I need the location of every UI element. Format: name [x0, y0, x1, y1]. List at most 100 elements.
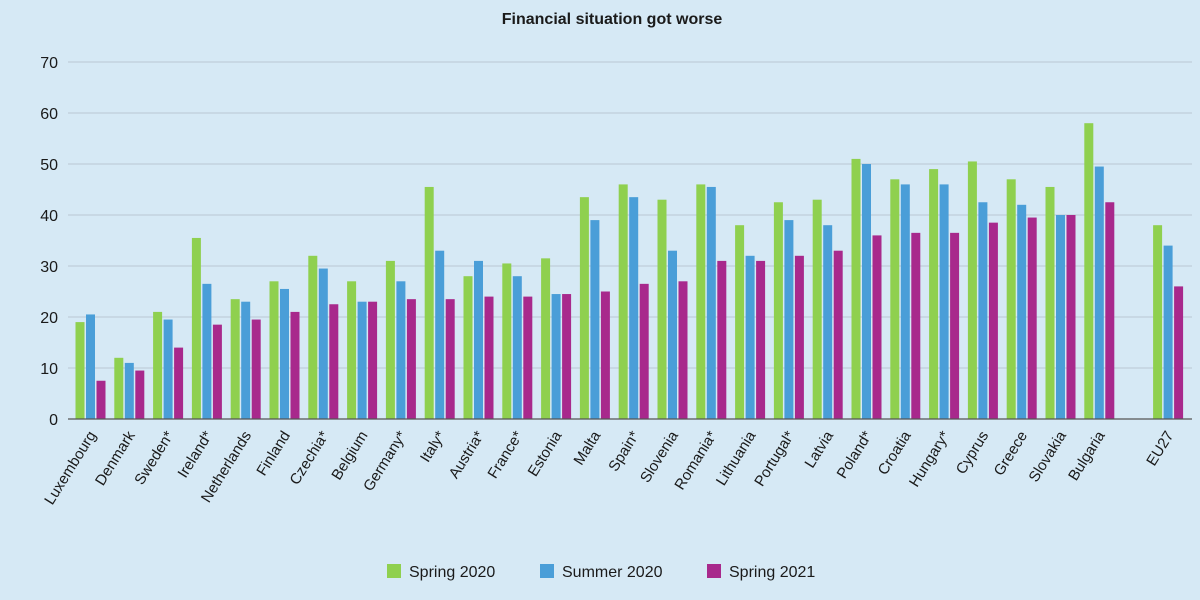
bar [86, 314, 95, 419]
bar [124, 362, 134, 419]
legend-swatch [707, 564, 721, 578]
bar [872, 235, 882, 419]
x-tick-label: EU27 [1143, 428, 1177, 469]
x-tick-label: Luxembourg [41, 428, 100, 508]
bar [463, 276, 473, 419]
bar [600, 291, 610, 419]
bar [678, 281, 688, 419]
bar [368, 301, 378, 419]
x-tick-label: Ireland* [174, 428, 216, 481]
bar [756, 260, 766, 419]
bar [114, 357, 124, 419]
bar [406, 299, 416, 419]
legend-label: Summer 2020 [562, 564, 663, 581]
x-axis-labels: LuxembourgDenmarkSweden*Ireland*Netherla… [41, 428, 1177, 508]
x-tick-label: Italy* [417, 428, 449, 465]
y-tick-label: 20 [40, 310, 58, 327]
bar [135, 370, 145, 419]
bar [174, 347, 184, 419]
bar [269, 281, 279, 419]
bar [745, 255, 755, 419]
bar [735, 225, 745, 419]
bar [911, 232, 921, 419]
bar [967, 161, 977, 419]
bar [523, 296, 533, 419]
bar [551, 294, 561, 419]
bar [562, 294, 572, 419]
bar [75, 322, 85, 419]
y-tick-label: 70 [40, 55, 58, 72]
bar [163, 319, 173, 419]
bars [75, 123, 1184, 419]
y-tick-label: 10 [40, 361, 58, 378]
bar [1066, 215, 1076, 419]
bar [280, 288, 289, 419]
legend: Spring 2020 Summer 2020 Spring 2021 [387, 564, 815, 581]
bar [823, 225, 833, 419]
legend-label: Spring 2021 [729, 564, 815, 581]
bar [329, 304, 339, 419]
y-tick-label: 50 [40, 157, 58, 174]
bar [1056, 215, 1065, 419]
bar [929, 169, 939, 419]
bar [794, 255, 804, 419]
x-tick-label: Spain* [605, 428, 643, 475]
bar [96, 380, 106, 419]
bar [657, 199, 667, 419]
bar [191, 237, 201, 419]
bar [251, 319, 261, 419]
bar [474, 260, 483, 419]
bar [629, 197, 639, 419]
bar [385, 260, 395, 419]
bar [241, 301, 251, 419]
bar [1006, 179, 1016, 419]
bar [900, 184, 910, 419]
bar [1045, 186, 1055, 419]
bar [579, 197, 589, 419]
bar [445, 299, 455, 419]
y-axis-ticks: 0 10 20 30 40 50 60 70 [40, 55, 58, 429]
bar [1017, 204, 1027, 419]
bar [290, 311, 300, 419]
bar [1174, 286, 1184, 419]
bar [618, 184, 628, 419]
bar [717, 260, 727, 419]
bar [1105, 202, 1115, 419]
bar [396, 281, 406, 419]
x-tick-label: Malta [570, 428, 604, 469]
bar [950, 232, 960, 419]
x-tick-label: Finland [253, 428, 293, 479]
x-tick-label: Belgium [328, 428, 371, 483]
bar [202, 283, 212, 419]
x-tick-label: Slovakia [1025, 428, 1070, 486]
bar [668, 250, 677, 419]
bar [502, 263, 512, 419]
bar [988, 222, 998, 419]
bar [890, 179, 900, 419]
bar [512, 276, 522, 419]
y-tick-label: 30 [40, 259, 58, 276]
bar [357, 301, 367, 419]
x-tick-label: Cyprus [953, 428, 993, 477]
legend-swatch [387, 564, 401, 578]
x-tick-label: Latvia [801, 428, 837, 472]
y-tick-label: 0 [49, 412, 58, 429]
bar [308, 255, 318, 419]
x-tick-label: France* [484, 428, 526, 482]
x-tick-label: Austria* [446, 428, 488, 482]
x-tick-label: Estonia [525, 428, 566, 480]
bar [1027, 217, 1037, 419]
bar [1153, 225, 1163, 419]
bar [773, 202, 783, 419]
bar [1163, 245, 1173, 419]
bar [435, 250, 445, 419]
chart-title: Financial situation got worse [502, 11, 723, 28]
bar [851, 158, 861, 419]
y-tick-label: 40 [40, 208, 58, 225]
bar [978, 202, 988, 419]
bar [939, 184, 949, 419]
bar [639, 283, 649, 419]
bar [862, 164, 871, 419]
